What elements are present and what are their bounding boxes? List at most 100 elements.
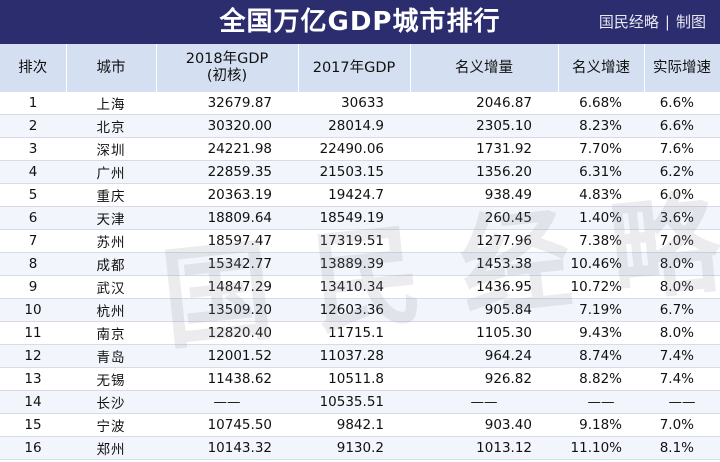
rank-cell: 4 [0,160,66,184]
gdp-2017-cell: 30633 [298,92,410,115]
nominal-growth-cell: 7.70% [558,137,644,161]
nominal-growth-cell: 11.10% [558,436,644,460]
city-cell: 宁波 [66,413,156,437]
rank-cell: 13 [0,367,66,391]
rank-cell: 5 [0,183,66,207]
rank-cell: 2 [0,114,66,138]
col-header-gdp-2018: 2018年GDP (初核) [156,44,299,92]
nominal-growth-cell: 9.18% [558,413,644,437]
gdp-2018-cell: 11438.62 [156,367,298,391]
gdp-2017-cell: 19424.7 [298,183,410,207]
nominal-growth-cell: 7.19% [558,298,644,322]
real-growth-cell: 6.6% [644,92,720,115]
real-growth-cell: 7.0% [644,413,720,437]
nominal-growth-cell: 8.82% [558,367,644,391]
table-row: 7 苏州 18597.47 17319.51 1277.96 7.38% 7.0% [0,229,720,253]
rank-cell: 14 [0,390,66,414]
table-header-row: 排次 城市 2018年GDP (初核) 2017年GDP 名义增量 名义增速 实际增速 [0,44,720,92]
table-row: 2 北京 30320.00 28014.9 2305.10 8.23% 6.6% [0,114,720,138]
real-growth-cell: 8.0% [644,275,720,299]
gdp-2018-cell: 22859.35 [156,160,298,184]
table-row: 12 青岛 12001.52 11037.28 964.24 8.74% 7.4% [0,344,720,368]
gdp-2017-cell: 12603.36 [298,298,410,322]
rank-cell: 6 [0,206,66,230]
col-header-nominal-growth: 名义增速 [558,44,645,92]
gdp-2017-cell: 22490.06 [298,137,410,161]
city-cell: 苏州 [66,229,156,253]
table-body: 1 上海 32679.87 30633 2046.87 6.68% 6.6% 2 北京 30320… [0,92,720,460]
city-cell: 天津 [66,206,156,230]
rank-cell: 11 [0,321,66,345]
gdp-2018-cell: 20363.19 [156,183,298,207]
table-row: 10 杭州 13509.20 12603.36 905.84 7.19% 6.7% [0,298,720,322]
gdp-2017-cell: 17319.51 [298,229,410,253]
table-row: 14 长沙 —— 10535.51 —— —— —— [0,390,720,414]
rank-cell: 1 [0,92,66,115]
gdp-2018-cell: 12001.52 [156,344,298,368]
real-growth-cell: 8.0% [644,252,720,276]
gdp-2018-cell: 10143.32 [156,436,298,460]
real-growth-cell: 8.1% [644,436,720,460]
col-header-real-growth: 实际增速 [644,44,720,92]
city-cell: 杭州 [66,298,156,322]
gdp-2018-cell: 24221.98 [156,137,298,161]
rank-cell: 8 [0,252,66,276]
city-cell: 郑州 [66,436,156,460]
real-growth-cell: 3.6% [644,206,720,230]
rank-cell: 12 [0,344,66,368]
nominal-growth-cell: 9.43% [558,321,644,345]
gdp-2018-cell: 12820.40 [156,321,298,345]
gdp-2018-cell: 10745.50 [156,413,298,437]
gdp-2018-cell: 30320.00 [156,114,298,138]
nominal-increase-cell: 926.82 [410,367,558,391]
city-cell: 重庆 [66,183,156,207]
nominal-increase-cell: 2305.10 [410,114,558,138]
nominal-growth-cell: 1.40% [558,206,644,230]
nominal-increase-cell: 2046.87 [410,92,558,115]
nominal-increase-cell: 903.40 [410,413,558,437]
real-growth-cell: 7.6% [644,137,720,161]
city-cell: 北京 [66,114,156,138]
col-header-nominal-increase: 名义增量 [410,44,559,92]
rank-cell: 7 [0,229,66,253]
col-header-gdp-2017: 2017年GDP [298,44,411,92]
table-row: 13 无锡 11438.62 10511.8 926.82 8.82% 7.4% [0,367,720,391]
gdp-2017-cell: 11037.28 [298,344,410,368]
nominal-growth-cell: 6.31% [558,160,644,184]
city-cell: 成都 [66,252,156,276]
nominal-increase-cell: 1277.96 [410,229,558,253]
nominal-growth-cell: 7.38% [558,229,644,253]
nominal-increase-cell: 938.49 [410,183,558,207]
table-row: 15 宁波 10745.50 9842.1 903.40 9.18% 7.0% [0,413,720,437]
gdp-2017-cell: 21503.15 [298,160,410,184]
title-bar: 全国万亿GDP城市排行 国民经略 | 制图 [0,0,720,44]
nominal-increase-cell: 1436.95 [410,275,558,299]
city-cell: 南京 [66,321,156,345]
gdp-2018-cell: 18809.64 [156,206,298,230]
nominal-increase-cell: 260.45 [410,206,558,230]
gdp-2018-cell: 18597.47 [156,229,298,253]
gdp-2017-cell: 10535.51 [298,390,410,414]
gdp-2018-cell: 32679.87 [156,92,298,115]
credit-suffix: 制图 [675,13,706,31]
gdp-2018-cell: 14847.29 [156,275,298,299]
nominal-growth-cell: 6.68% [558,92,644,115]
gdp-2017-cell: 9130.2 [298,436,410,460]
page-title: 全国万亿GDP城市排行 [219,7,501,37]
real-growth-cell: 6.6% [644,114,720,138]
nominal-increase-cell: —— [410,390,558,414]
nominal-increase-cell: 1013.12 [410,436,558,460]
city-cell: 深圳 [66,137,156,161]
col-header-rank: 排次 [0,44,67,92]
nominal-increase-cell: 1105.30 [410,321,558,345]
gdp-2017-cell: 11715.1 [298,321,410,345]
rank-cell: 3 [0,137,66,161]
city-cell: 长沙 [66,390,156,414]
city-cell: 青岛 [66,344,156,368]
real-growth-cell: 7.4% [644,367,720,391]
real-growth-cell: 7.0% [644,229,720,253]
rank-cell: 9 [0,275,66,299]
table-row: 4 广州 22859.35 21503.15 1356.20 6.31% 6.2% [0,160,720,184]
real-growth-cell: 7.4% [644,344,720,368]
